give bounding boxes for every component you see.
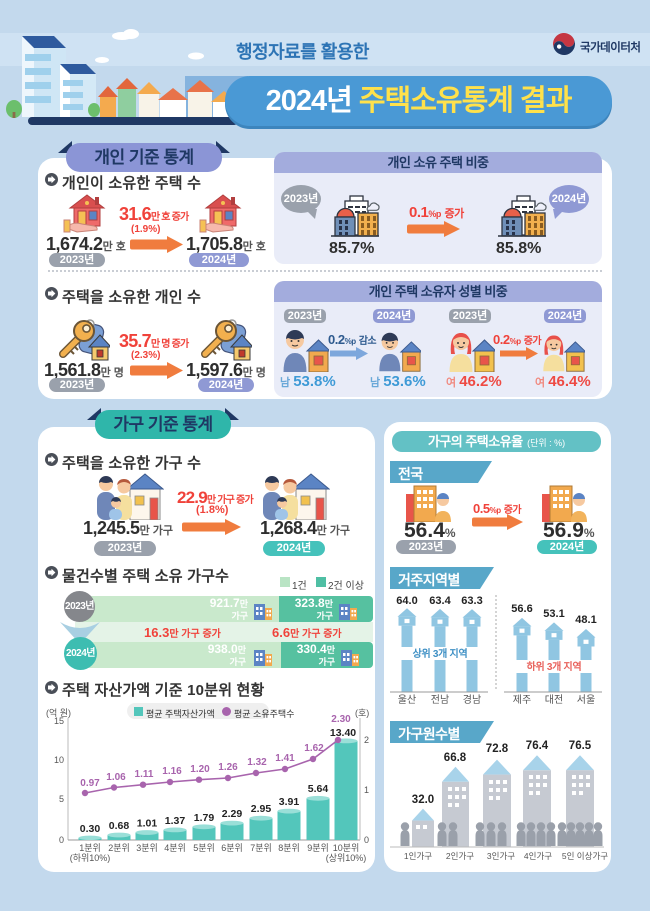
svg-text:1.16: 1.16 [162,766,182,777]
svg-text:전남: 전남 [431,694,449,706]
svg-text:0.30: 0.30 [80,823,101,835]
svg-text:1.01: 1.01 [137,818,158,830]
svg-text:1.26: 1.26 [218,762,238,773]
svg-text:1.37: 1.37 [165,815,186,827]
svg-text:서울: 서울 [577,694,595,706]
svg-text:1: 1 [364,785,369,795]
svg-text:2.30: 2.30 [331,714,351,725]
svg-text:2.95: 2.95 [251,803,272,815]
svg-text:0: 0 [59,835,64,845]
svg-text:9분위: 9분위 [307,843,329,853]
svg-text:1.79: 1.79 [194,812,215,824]
svg-text:4분위: 4분위 [164,843,186,853]
svg-text:63.3: 63.3 [461,595,482,607]
svg-text:76.4: 76.4 [526,740,549,752]
svg-text:10분위: 10분위 [333,843,360,853]
svg-text:울산: 울산 [398,694,416,706]
svg-text:1.41: 1.41 [275,753,295,764]
svg-text:13.40: 13.40 [330,727,356,739]
svg-text:상위 3개 지역: 상위 3개 지역 [413,647,468,660]
svg-text:72.8: 72.8 [486,743,509,755]
svg-text:53.1: 53.1 [543,608,564,620]
svg-text:1.20: 1.20 [190,764,210,775]
svg-text:4인가구: 4인가구 [524,851,552,861]
svg-text:56.6: 56.6 [511,603,532,615]
svg-text:2인가구: 2인가구 [446,851,474,861]
svg-text:2분위: 2분위 [108,843,130,853]
svg-text:15: 15 [54,716,64,726]
svg-text:5분위: 5분위 [193,843,215,853]
svg-text:5인 이상가구: 5인 이상가구 [562,851,608,861]
svg-text:63.4: 63.4 [429,595,451,607]
svg-text:1.62: 1.62 [304,743,324,754]
svg-text:66.8: 66.8 [444,752,467,764]
svg-text:32.0: 32.0 [412,794,434,806]
svg-text:하위 3개 지역: 하위 3개 지역 [527,660,582,673]
svg-text:6분위: 6분위 [221,843,243,853]
svg-text:1인가구: 1인가구 [404,851,432,861]
svg-text:0.68: 0.68 [109,820,130,832]
svg-text:5: 5 [59,794,64,804]
svg-text:7분위: 7분위 [250,843,272,853]
svg-text:(하위10%): (하위10%) [70,853,111,863]
svg-text:(상위10%): (상위10%) [326,853,367,863]
svg-text:0: 0 [364,835,369,845]
svg-text:3.91: 3.91 [279,796,300,808]
svg-text:3인가구: 3인가구 [487,851,515,861]
svg-text:1.11: 1.11 [135,769,154,780]
svg-text:1.32: 1.32 [247,757,267,768]
svg-text:48.1: 48.1 [575,614,596,626]
svg-text:대전: 대전 [545,694,563,706]
svg-text:0.97: 0.97 [80,778,100,789]
svg-text:64.0: 64.0 [396,595,417,607]
svg-text:10: 10 [54,755,64,765]
svg-text:76.5: 76.5 [569,740,592,752]
svg-text:8분위: 8분위 [278,843,300,853]
svg-text:2: 2 [364,735,369,745]
svg-text:5.64: 5.64 [308,783,329,795]
svg-text:2.29: 2.29 [222,808,243,820]
svg-text:3분위: 3분위 [136,843,158,853]
svg-text:1.06: 1.06 [106,772,126,783]
svg-text:1분위: 1분위 [79,843,101,853]
svg-text:경남: 경남 [463,693,481,706]
svg-text:제주: 제주 [513,694,531,706]
